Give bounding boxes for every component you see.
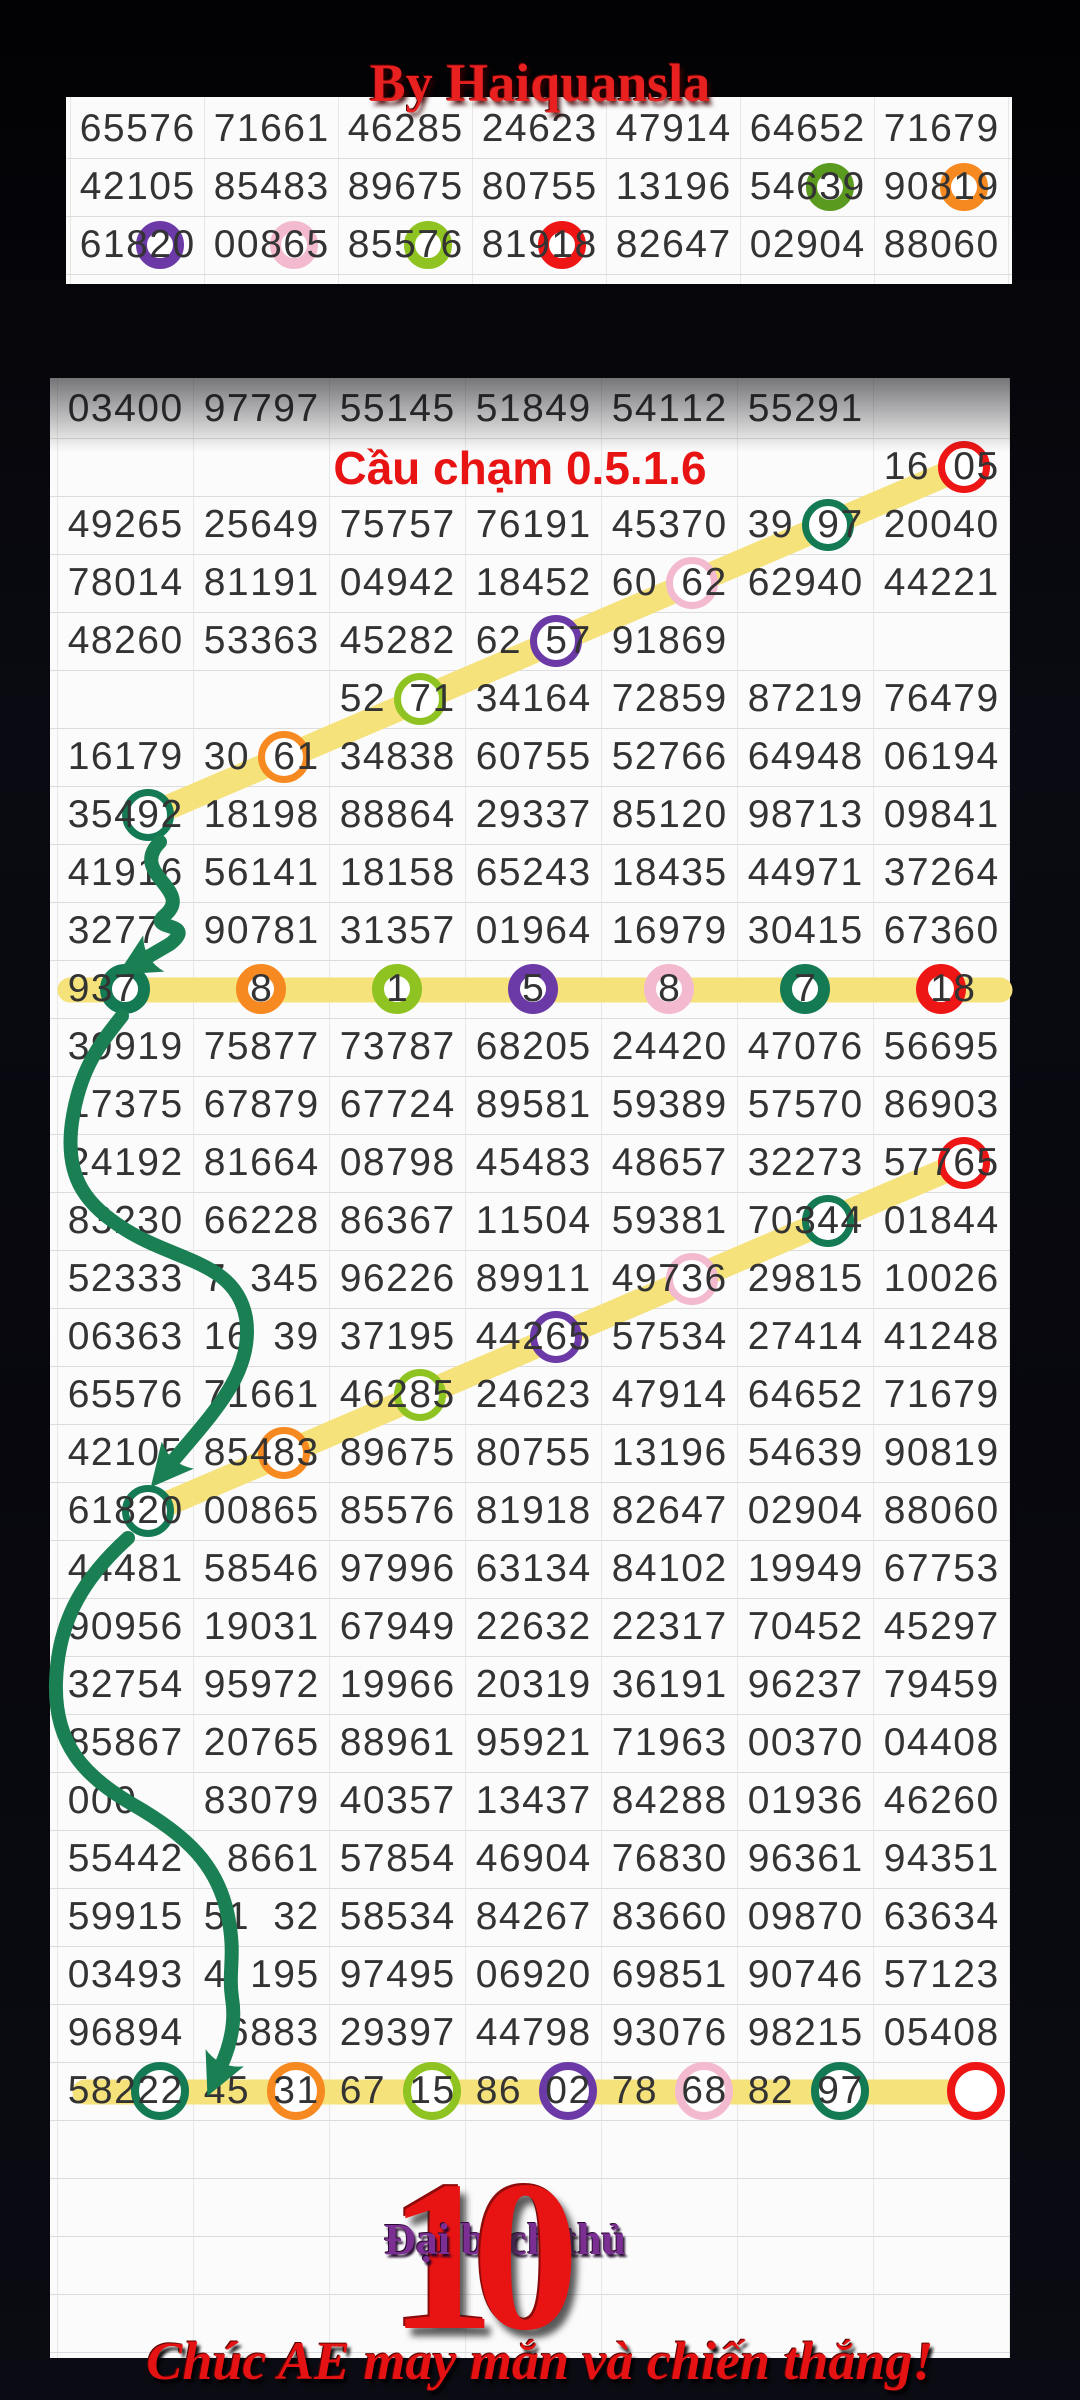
grid-line [50,1772,1010,1773]
cham-title: Cầu chạm 0.5.1.6 [333,442,707,494]
grid-line [737,378,738,2358]
grid-line [50,1308,1010,1309]
big-number-digit-1: 1 [388,2136,496,2375]
grid-line [1008,97,1009,284]
grid-line [50,554,1010,555]
big-number-digit-0: 0 [472,2136,580,2375]
grid-line [465,378,466,2358]
grid-line [70,97,71,284]
grid-line [50,1714,1010,1715]
grid-line [50,844,1010,845]
grid-line [50,728,1010,729]
grid-line [50,1482,1010,1483]
grid-line [50,2062,1010,2063]
grid-line [50,960,1010,961]
main-results-table [50,378,1010,2358]
grid-line [50,1656,1010,1657]
grid-line [873,378,874,2358]
grid-line [193,378,194,2358]
grid-line [50,496,1010,497]
page-title: By Haiquansla [369,53,711,113]
grid-line [50,1540,1010,1541]
grid-line [50,1598,1010,1599]
grid-line [66,274,1012,275]
grid-line [1009,378,1010,2358]
grid-line [601,378,602,2358]
grid-line [606,97,607,284]
grid-line [50,2004,1010,2005]
grid-line [204,97,205,284]
grid-line [50,2294,1010,2295]
grid-line [50,1946,1010,1947]
grid-line [50,2352,1010,2353]
grid-line [50,1366,1010,1367]
grid-line [50,902,1010,903]
grid-line [50,1250,1010,1251]
grid-line [50,2236,1010,2237]
dai-bach-thu-label: Đại bạch thủ [383,2215,627,2264]
grid-line [50,1424,1010,1425]
grid-line [50,786,1010,787]
grid-line [50,2178,1010,2179]
grid-line [50,1830,1010,1831]
grid-line [50,1888,1010,1889]
grid-line [50,670,1010,671]
grid-line [50,1076,1010,1077]
grid-line [50,1192,1010,1193]
grid-line [874,97,875,284]
top-results-table [66,97,1012,284]
grid-line [740,97,741,284]
grid-line [66,158,1012,159]
grid-line [338,97,339,284]
grid-line [57,378,58,2358]
grid-line [50,1018,1010,1019]
grid-line [50,2120,1010,2121]
good-luck-message: Chúc AE may mắn và chiến thắng! [146,2331,934,2391]
grid-line [50,612,1010,613]
grid-line [66,216,1012,217]
grid-line [329,378,330,2358]
grid-line [50,1134,1010,1135]
table-top-fade [50,378,1010,452]
grid-line [472,97,473,284]
